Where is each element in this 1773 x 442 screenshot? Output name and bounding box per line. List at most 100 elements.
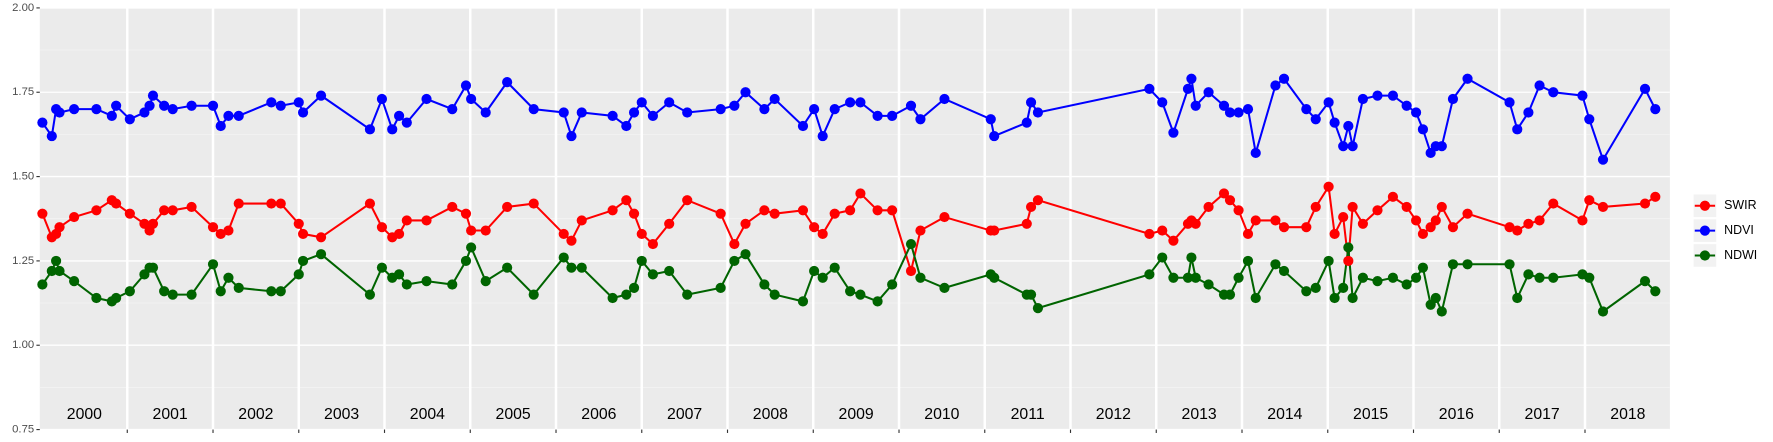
point <box>401 215 412 226</box>
point <box>1021 218 1032 229</box>
point <box>124 208 135 219</box>
point <box>1548 87 1559 98</box>
point <box>528 198 539 209</box>
point <box>682 107 693 118</box>
point <box>1250 292 1261 304</box>
point <box>502 262 513 273</box>
point <box>829 208 840 219</box>
point <box>1523 269 1534 280</box>
point <box>1329 228 1340 240</box>
point <box>887 110 898 121</box>
point <box>364 289 376 300</box>
point <box>364 124 376 135</box>
point <box>275 286 286 297</box>
point <box>872 205 883 216</box>
point <box>759 205 770 216</box>
point <box>1534 80 1545 91</box>
point <box>647 110 658 121</box>
point <box>266 286 277 297</box>
point <box>607 110 618 121</box>
point <box>1144 83 1155 94</box>
point <box>167 104 178 115</box>
point <box>1233 107 1244 118</box>
point <box>1577 90 1588 101</box>
point <box>664 97 675 108</box>
point <box>502 77 513 88</box>
legend-label: NDWI <box>1724 248 1757 262</box>
point <box>769 289 780 300</box>
legend-point <box>1699 200 1711 211</box>
point <box>809 265 820 277</box>
point <box>1639 276 1651 287</box>
point <box>297 255 309 266</box>
point <box>1224 107 1236 118</box>
point <box>817 228 828 240</box>
point <box>845 205 856 216</box>
point <box>1447 222 1459 233</box>
point <box>829 262 840 273</box>
x-tick-label: 2001 <box>153 406 188 423</box>
point <box>1190 218 1201 229</box>
point <box>729 238 740 250</box>
point <box>364 198 376 209</box>
point <box>223 272 234 283</box>
point <box>1301 286 1312 297</box>
point <box>989 131 1000 142</box>
legend-point <box>1699 225 1711 236</box>
point <box>1401 100 1412 111</box>
point <box>769 208 780 219</box>
point <box>576 215 587 226</box>
point <box>144 100 155 111</box>
point <box>1323 97 1334 108</box>
point <box>576 262 587 273</box>
x-tick-label: 2012 <box>1096 406 1131 423</box>
legend-label: NDVI <box>1724 223 1754 237</box>
point <box>915 272 926 283</box>
y-tick-label: 1.75 <box>12 86 34 98</box>
point <box>315 232 327 243</box>
point <box>1203 279 1214 290</box>
point <box>460 208 472 219</box>
point <box>124 286 135 297</box>
point <box>51 255 62 266</box>
point <box>1323 255 1334 266</box>
point <box>985 114 996 125</box>
point <box>1144 269 1155 280</box>
point <box>1372 205 1383 216</box>
point <box>394 228 405 240</box>
point <box>855 289 866 300</box>
point <box>1430 292 1441 304</box>
point <box>809 104 820 115</box>
point <box>69 211 80 223</box>
point <box>207 100 219 111</box>
point <box>647 238 658 250</box>
point <box>621 289 632 300</box>
y-tick-label: 1.00 <box>12 339 34 351</box>
point <box>1182 83 1194 94</box>
x-tick-label: 2016 <box>1439 406 1474 423</box>
point <box>1639 83 1651 94</box>
point <box>1387 90 1399 101</box>
point <box>447 104 458 115</box>
point <box>1203 87 1214 98</box>
x-tick-label: 2011 <box>1011 406 1045 423</box>
point <box>607 292 618 304</box>
point <box>636 255 647 266</box>
point <box>1401 279 1412 290</box>
point <box>1242 228 1254 240</box>
point <box>566 262 577 273</box>
point <box>905 238 917 250</box>
point <box>1270 259 1281 270</box>
point <box>1270 80 1281 91</box>
point <box>845 97 856 108</box>
point <box>621 195 632 206</box>
point <box>1186 73 1197 84</box>
point <box>421 276 432 287</box>
point <box>1430 215 1441 226</box>
point <box>769 93 780 105</box>
point <box>1417 228 1429 240</box>
point <box>759 279 770 290</box>
point <box>1387 272 1399 283</box>
point <box>1329 292 1340 304</box>
point <box>1025 289 1037 300</box>
